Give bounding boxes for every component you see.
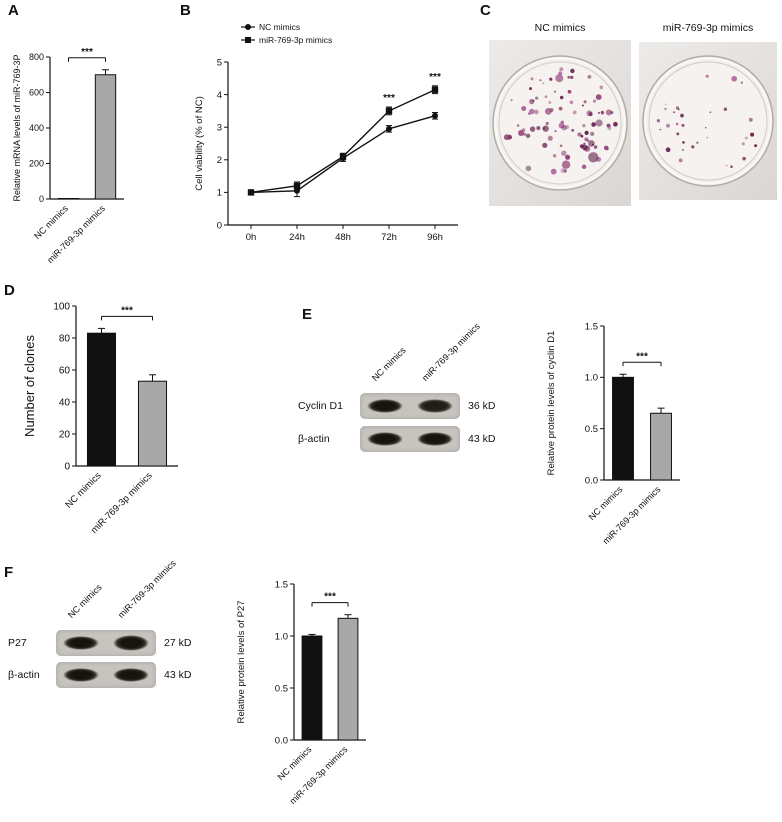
- svg-text:Number of clones: Number of clones: [22, 335, 37, 437]
- blot-band: [113, 635, 149, 651]
- blot-strip: [360, 393, 460, 419]
- svg-text:Relative mRNA levels of miR-76: Relative mRNA levels of miR-769-3P: [12, 54, 22, 201]
- blot-band: [63, 667, 99, 683]
- blot-strip: [56, 630, 156, 656]
- svg-text:NC mimics: NC mimics: [259, 22, 300, 32]
- svg-text:48h: 48h: [335, 232, 351, 243]
- colony-dish-image: [642, 55, 774, 187]
- svg-text:0.5: 0.5: [275, 683, 288, 694]
- blot-band: [63, 635, 99, 651]
- svg-text:0h: 0h: [246, 232, 257, 243]
- svg-text:1: 1: [217, 188, 222, 199]
- blot-protein-label: β-actin: [8, 669, 40, 681]
- blot-strip: [56, 662, 156, 688]
- svg-text:1.5: 1.5: [275, 579, 288, 590]
- panel-e-bar-chart: 0.0 0.5 1.0 1.5 Relative protein levels of c…: [546, 321, 680, 546]
- blot-size-label: 36 kD: [468, 400, 496, 412]
- svg-text:20: 20: [59, 430, 71, 441]
- blot-size-label: 43 kD: [468, 433, 496, 445]
- svg-text:0.5: 0.5: [585, 424, 598, 435]
- svg-text:1.0: 1.0: [275, 631, 288, 642]
- panel-a-bar-chart: 0 200 400 600 800 Relative mRNA levels of miR…: [12, 47, 124, 265]
- panel-e-label: E: [302, 306, 313, 323]
- plate-title-mir-mimics: miR-769-3p mimics: [662, 22, 754, 34]
- svg-text:0: 0: [39, 194, 44, 204]
- svg-text:Cell viability (% of NC): Cell viability (% of NC): [194, 96, 205, 191]
- svg-text:72h: 72h: [381, 232, 397, 243]
- colony-plate-photo-nc: [489, 40, 631, 206]
- svg-text:NC mimics: NC mimics: [587, 484, 625, 522]
- svg-text:NC mimics: NC mimics: [63, 470, 103, 510]
- svg-text:***: ***: [121, 305, 133, 316]
- panel-f-bar-chart: 0.0 0.5 1.0 1.5 Relative protein levels of P…: [236, 579, 366, 806]
- panel-b-line-chart: 0 1 2 3 4 5 Cell viability (% of NC) 0h 24h 48h 72…: [194, 22, 458, 243]
- svg-text:0.0: 0.0: [275, 735, 288, 746]
- svg-text:0.0: 0.0: [585, 475, 598, 486]
- svg-text:2: 2: [217, 155, 222, 166]
- panel-f-label: F: [4, 564, 14, 581]
- blot-protein-label: P27: [8, 637, 27, 649]
- svg-text:100: 100: [53, 302, 70, 313]
- svg-text:60: 60: [59, 366, 71, 377]
- blot-protein-label: β-actin: [298, 433, 330, 445]
- svg-text:1.0: 1.0: [585, 373, 598, 384]
- blot-band: [367, 398, 403, 414]
- colony-plate-photo-mir: [639, 42, 777, 200]
- svg-text:24h: 24h: [289, 232, 305, 243]
- blot-band: [367, 431, 403, 447]
- plate-title-nc-mimics: NC mimics: [534, 22, 586, 34]
- blot-band: [417, 399, 453, 413]
- panel-f-western-blot: NC mimics miR-769-3p mimics P27 27 kD β-acti…: [8, 558, 233, 720]
- svg-text:***: ***: [636, 351, 648, 362]
- blot-protein-label: Cyclin D1: [298, 400, 343, 412]
- blot-lane-label: NC mimics: [65, 582, 104, 620]
- svg-text:200: 200: [29, 159, 44, 169]
- svg-text:600: 600: [29, 88, 44, 98]
- svg-text:Relative protein levels of cyc: Relative protein levels of cyclin D1: [546, 331, 557, 476]
- svg-text:***: ***: [429, 72, 441, 83]
- colony-dish-image: [492, 55, 628, 191]
- svg-text:NC mimics: NC mimics: [32, 203, 70, 241]
- blot-lane-label: NC mimics: [369, 345, 408, 383]
- panel-b-label: B: [180, 2, 192, 19]
- svg-text:5: 5: [217, 57, 222, 68]
- svg-text:4: 4: [217, 90, 222, 101]
- svg-text:800: 800: [29, 52, 44, 62]
- svg-text:miR-769-3p mimics: miR-769-3p mimics: [259, 35, 332, 45]
- svg-text:***: ***: [81, 47, 93, 58]
- svg-text:1.5: 1.5: [585, 321, 598, 332]
- svg-text:Relative protein levels of P27: Relative protein levels of P27: [236, 600, 247, 723]
- blot-lane-label: miR-769-3p mimics: [419, 321, 482, 383]
- svg-text:96h: 96h: [427, 232, 443, 243]
- svg-text:0: 0: [64, 462, 70, 473]
- panel-a-label: A: [8, 2, 20, 19]
- panel-c-label: C: [480, 2, 492, 19]
- svg-text:***: ***: [383, 93, 395, 104]
- blot-band: [113, 667, 149, 683]
- svg-text:80: 80: [59, 334, 71, 345]
- blot-size-label: 27 kD: [164, 637, 192, 649]
- panel-e-western-blot: NC mimics miR-769-3p mimics Cyclin D1 36 kD…: [298, 316, 538, 466]
- blot-band: [417, 431, 453, 447]
- svg-text:***: ***: [324, 592, 336, 603]
- svg-text:40: 40: [59, 398, 71, 409]
- blot-strip: [360, 426, 460, 452]
- svg-text:0: 0: [217, 220, 222, 231]
- blot-size-label: 43 kD: [164, 669, 192, 681]
- svg-text:NC mimics: NC mimics: [276, 744, 314, 782]
- svg-text:400: 400: [29, 123, 44, 133]
- svg-text:3: 3: [217, 123, 222, 134]
- panel-d-label: D: [4, 282, 16, 299]
